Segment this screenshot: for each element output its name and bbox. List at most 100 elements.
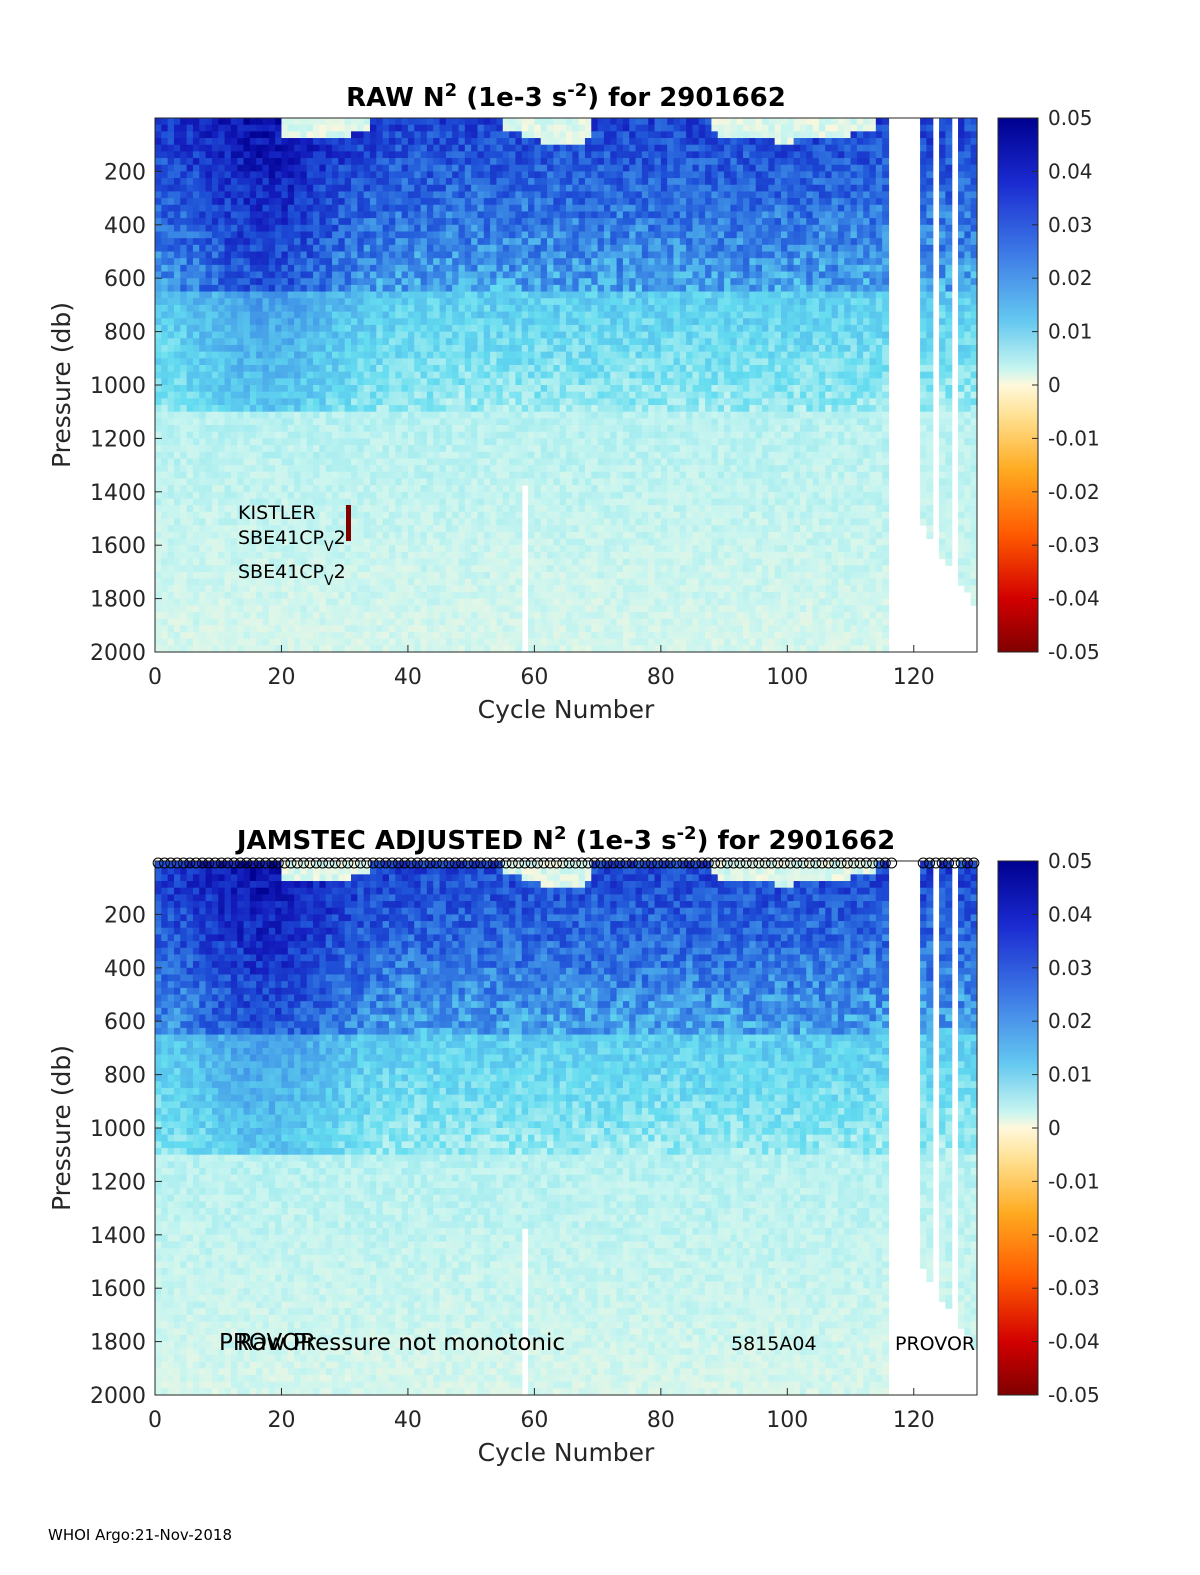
heatmap-cell: [370, 205, 377, 212]
heatmap-cell: [427, 258, 434, 265]
heatmap-cell: [225, 472, 232, 479]
heatmap-cell: [244, 185, 251, 192]
heatmap-cell: [459, 458, 466, 465]
heatmap-cell: [503, 225, 510, 232]
heatmap-cell: [395, 298, 402, 305]
heatmap-cell: [547, 151, 554, 158]
heatmap-cell: [256, 452, 263, 459]
heatmap-cell: [364, 599, 371, 606]
heatmap-cell: [528, 465, 535, 472]
heatmap-cell: [395, 465, 402, 472]
heatmap-cell: [509, 378, 516, 385]
heatmap-cell: [199, 519, 206, 526]
heatmap-cell: [402, 492, 409, 499]
heatmap-cell: [534, 519, 541, 526]
heatmap-cell: [496, 532, 503, 539]
heatmap-cell: [155, 418, 162, 425]
heatmap-cell: [534, 552, 541, 559]
heatmap-cell: [155, 639, 162, 646]
heatmap-cell: [547, 519, 554, 526]
heatmap-cell: [307, 258, 314, 265]
heatmap-cell: [206, 338, 213, 345]
heatmap-cell: [345, 165, 352, 172]
heatmap-cell: [503, 358, 510, 365]
heatmap-cell: [459, 552, 466, 559]
heatmap-cell: [509, 345, 516, 352]
heatmap-cell: [496, 478, 503, 485]
heatmap-cell: [433, 605, 440, 612]
heatmap-cell: [206, 585, 213, 592]
heatmap-cell: [389, 465, 396, 472]
heatmap-cell: [383, 472, 390, 479]
heatmap-cell: [206, 158, 213, 165]
heatmap-cell: [155, 252, 162, 259]
heatmap-cell: [206, 579, 213, 586]
heatmap-cell: [383, 312, 390, 319]
heatmap-cell: [484, 198, 491, 205]
heatmap-cell: [471, 278, 478, 285]
heatmap-cell: [326, 338, 333, 345]
heatmap-cell: [351, 438, 358, 445]
heatmap-cell: [250, 198, 257, 205]
heatmap-cell: [256, 478, 263, 485]
heatmap-cell: [294, 258, 301, 265]
heatmap-cell: [345, 372, 352, 379]
heatmap-cell: [465, 272, 472, 279]
heatmap-cell: [206, 272, 213, 279]
heatmap-cell: [446, 405, 453, 412]
heatmap-cell: [237, 298, 244, 305]
heatmap-cell: [440, 599, 447, 606]
heatmap-cell: [477, 345, 484, 352]
heatmap-cell: [193, 519, 200, 526]
heatmap-cell: [427, 205, 434, 212]
heatmap-cell: [528, 425, 535, 432]
heatmap-cell: [515, 632, 522, 639]
heatmap-cell: [332, 312, 339, 319]
heatmap-cell: [477, 585, 484, 592]
heatmap-cell: [244, 472, 251, 479]
heatmap-cell: [370, 385, 377, 392]
heatmap-cell: [262, 392, 269, 399]
heatmap-cell: [433, 425, 440, 432]
heatmap-cell: [199, 218, 206, 225]
heatmap-cell: [345, 625, 352, 632]
heatmap-cell: [484, 165, 491, 172]
heatmap-cell: [319, 231, 326, 238]
heatmap-cell: [446, 218, 453, 225]
heatmap-cell: [206, 345, 213, 352]
heatmap-cell: [231, 605, 238, 612]
heatmap-cell: [528, 191, 535, 198]
heatmap-cell: [237, 171, 244, 178]
heatmap-cell: [338, 352, 345, 359]
heatmap-cell: [218, 218, 225, 225]
heatmap-cell: [389, 592, 396, 599]
heatmap-cell: [294, 625, 301, 632]
heatmap-cell: [357, 532, 364, 539]
heatmap-cell: [496, 639, 503, 646]
heatmap-cell: [471, 525, 478, 532]
heatmap-cell: [484, 478, 491, 485]
heatmap-cell: [300, 445, 307, 452]
heatmap-cell: [402, 345, 409, 352]
heatmap-cell: [313, 472, 320, 479]
heatmap-cell: [262, 552, 269, 559]
heatmap-cell: [231, 525, 238, 532]
heatmap-cell: [231, 231, 238, 238]
heatmap-cell: [218, 278, 225, 285]
heatmap-cell: [275, 345, 282, 352]
heatmap-cell: [351, 245, 358, 252]
heatmap-cell: [465, 231, 472, 238]
heatmap-cell: [288, 312, 295, 319]
heatmap-cell: [231, 312, 238, 319]
heatmap-cell: [515, 118, 522, 125]
heatmap-cell: [256, 258, 263, 265]
heatmap-cell: [319, 378, 326, 385]
heatmap-cell: [389, 258, 396, 265]
heatmap-cell: [244, 378, 251, 385]
heatmap-cell: [326, 485, 333, 492]
heatmap-cell: [180, 238, 187, 245]
heatmap-cell: [300, 352, 307, 359]
heatmap-cell: [459, 412, 466, 419]
heatmap-cell: [490, 305, 497, 312]
heatmap-cell: [313, 592, 320, 599]
